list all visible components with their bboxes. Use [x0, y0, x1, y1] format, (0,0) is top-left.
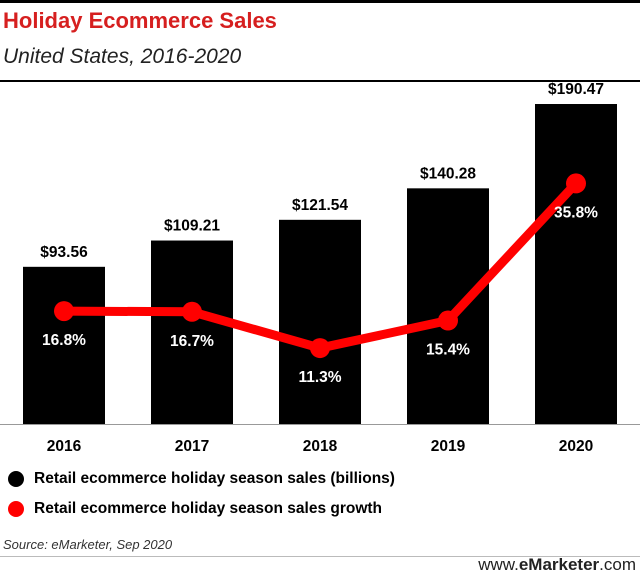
growth-point-2019	[438, 310, 458, 331]
bar-2016	[23, 266, 105, 424]
growth-point-2017	[182, 301, 202, 322]
black-circle-icon	[8, 471, 24, 487]
growth-value-label: 35.8%	[554, 204, 598, 221]
brand-suffix: .com	[599, 555, 636, 574]
brand-name: eMarketer	[518, 555, 600, 574]
bar-2020	[535, 104, 617, 424]
x-tick-label: 2020	[559, 438, 593, 455]
legend-label-growth: Retail ecommerce holiday season sales gr…	[34, 500, 383, 517]
bar-value-label: $93.56	[40, 244, 88, 261]
bar-2018	[279, 219, 361, 424]
bar-value-label: $190.47	[548, 81, 604, 98]
x-tick-label: 2019	[431, 438, 466, 455]
chart-title: Holiday Ecommerce Sales	[3, 8, 277, 33]
legend-label-sales: Retail ecommerce holiday season sales (b…	[34, 470, 395, 487]
growth-value-label: 11.3%	[298, 369, 341, 386]
legend-item-sales: Retail ecommerce holiday season sales (b…	[8, 470, 395, 488]
header-divider	[0, 80, 640, 82]
growth-value-label: 16.7%	[170, 333, 214, 350]
brand-logo: www.eMarketer.com	[478, 555, 636, 575]
growth-value-label: 16.8%	[42, 332, 86, 349]
growth-point-2020	[566, 173, 586, 194]
bar-value-label: $121.54	[292, 197, 348, 214]
footer-divider	[0, 556, 640, 557]
growth-value-label: 15.4%	[426, 342, 470, 359]
top-rule	[0, 0, 640, 3]
growth-point-2018	[310, 338, 330, 359]
growth-point-2016	[54, 301, 74, 322]
x-tick-label: 2017	[175, 438, 209, 455]
x-tick-label: 2018	[303, 438, 338, 455]
red-circle-icon	[8, 501, 24, 517]
bar-2017	[151, 240, 233, 424]
chart-subtitle: United States, 2016-2020	[3, 45, 242, 68]
source-note: Source: eMarketer, Sep 2020	[3, 537, 173, 552]
chart-plot: $93.56 $109.21 $121.54 $140.28 $190.47 2016 20…	[0, 81, 640, 455]
bar-2019	[407, 188, 489, 424]
x-tick-label: 2016	[47, 438, 82, 455]
legend-item-growth: Retail ecommerce holiday season sales gr…	[8, 500, 382, 518]
bar-value-label: $140.28	[420, 165, 476, 182]
brand-prefix: www.	[478, 555, 519, 574]
bar-value-label: $109.21	[164, 218, 220, 235]
